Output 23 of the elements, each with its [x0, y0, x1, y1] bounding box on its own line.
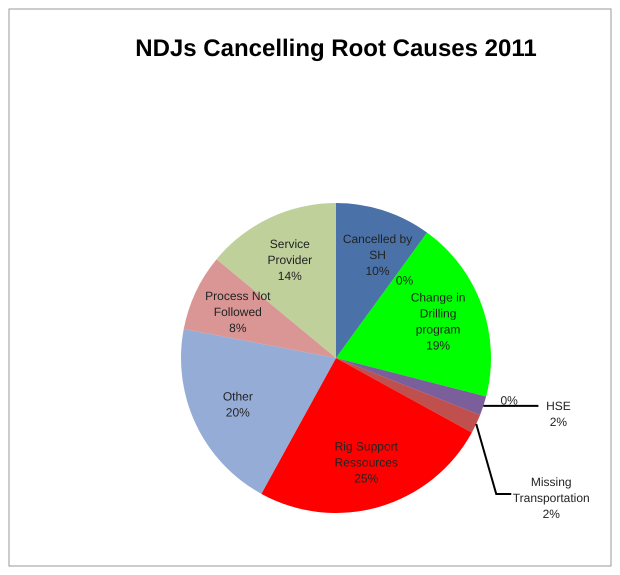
data-label: 14%	[278, 269, 302, 284]
text: 0%	[500, 394, 518, 408]
slice-label: Rig Support Ressources	[334, 439, 399, 470]
slice-label: Missing Transportation	[512, 475, 590, 506]
slice-label: HSE	[546, 399, 571, 414]
slice-label: Cancelled by SH	[342, 232, 412, 262]
data-label: 25%	[354, 471, 379, 486]
pie-slice	[336, 232, 491, 397]
data-label: 20%	[226, 405, 250, 420]
data-label: 19%	[426, 338, 450, 352]
pie-slice	[336, 358, 480, 433]
text: 0%	[396, 273, 414, 288]
slice-label: Service Provider	[267, 237, 312, 268]
slice-label: Other	[222, 389, 253, 404]
data-label: 8%	[229, 321, 247, 336]
data-label: 2%	[550, 415, 568, 430]
data-label: 10%	[366, 264, 390, 278]
slice-label: Process Not Followed	[205, 289, 272, 320]
pie-slice	[336, 358, 486, 416]
data-label: 2%	[542, 507, 560, 522]
slice-label: Change in Drilling program	[410, 290, 466, 336]
pie-slice	[261, 358, 472, 513]
chart-title: NDJs Cancelling Root Causes 2011	[135, 35, 537, 62]
